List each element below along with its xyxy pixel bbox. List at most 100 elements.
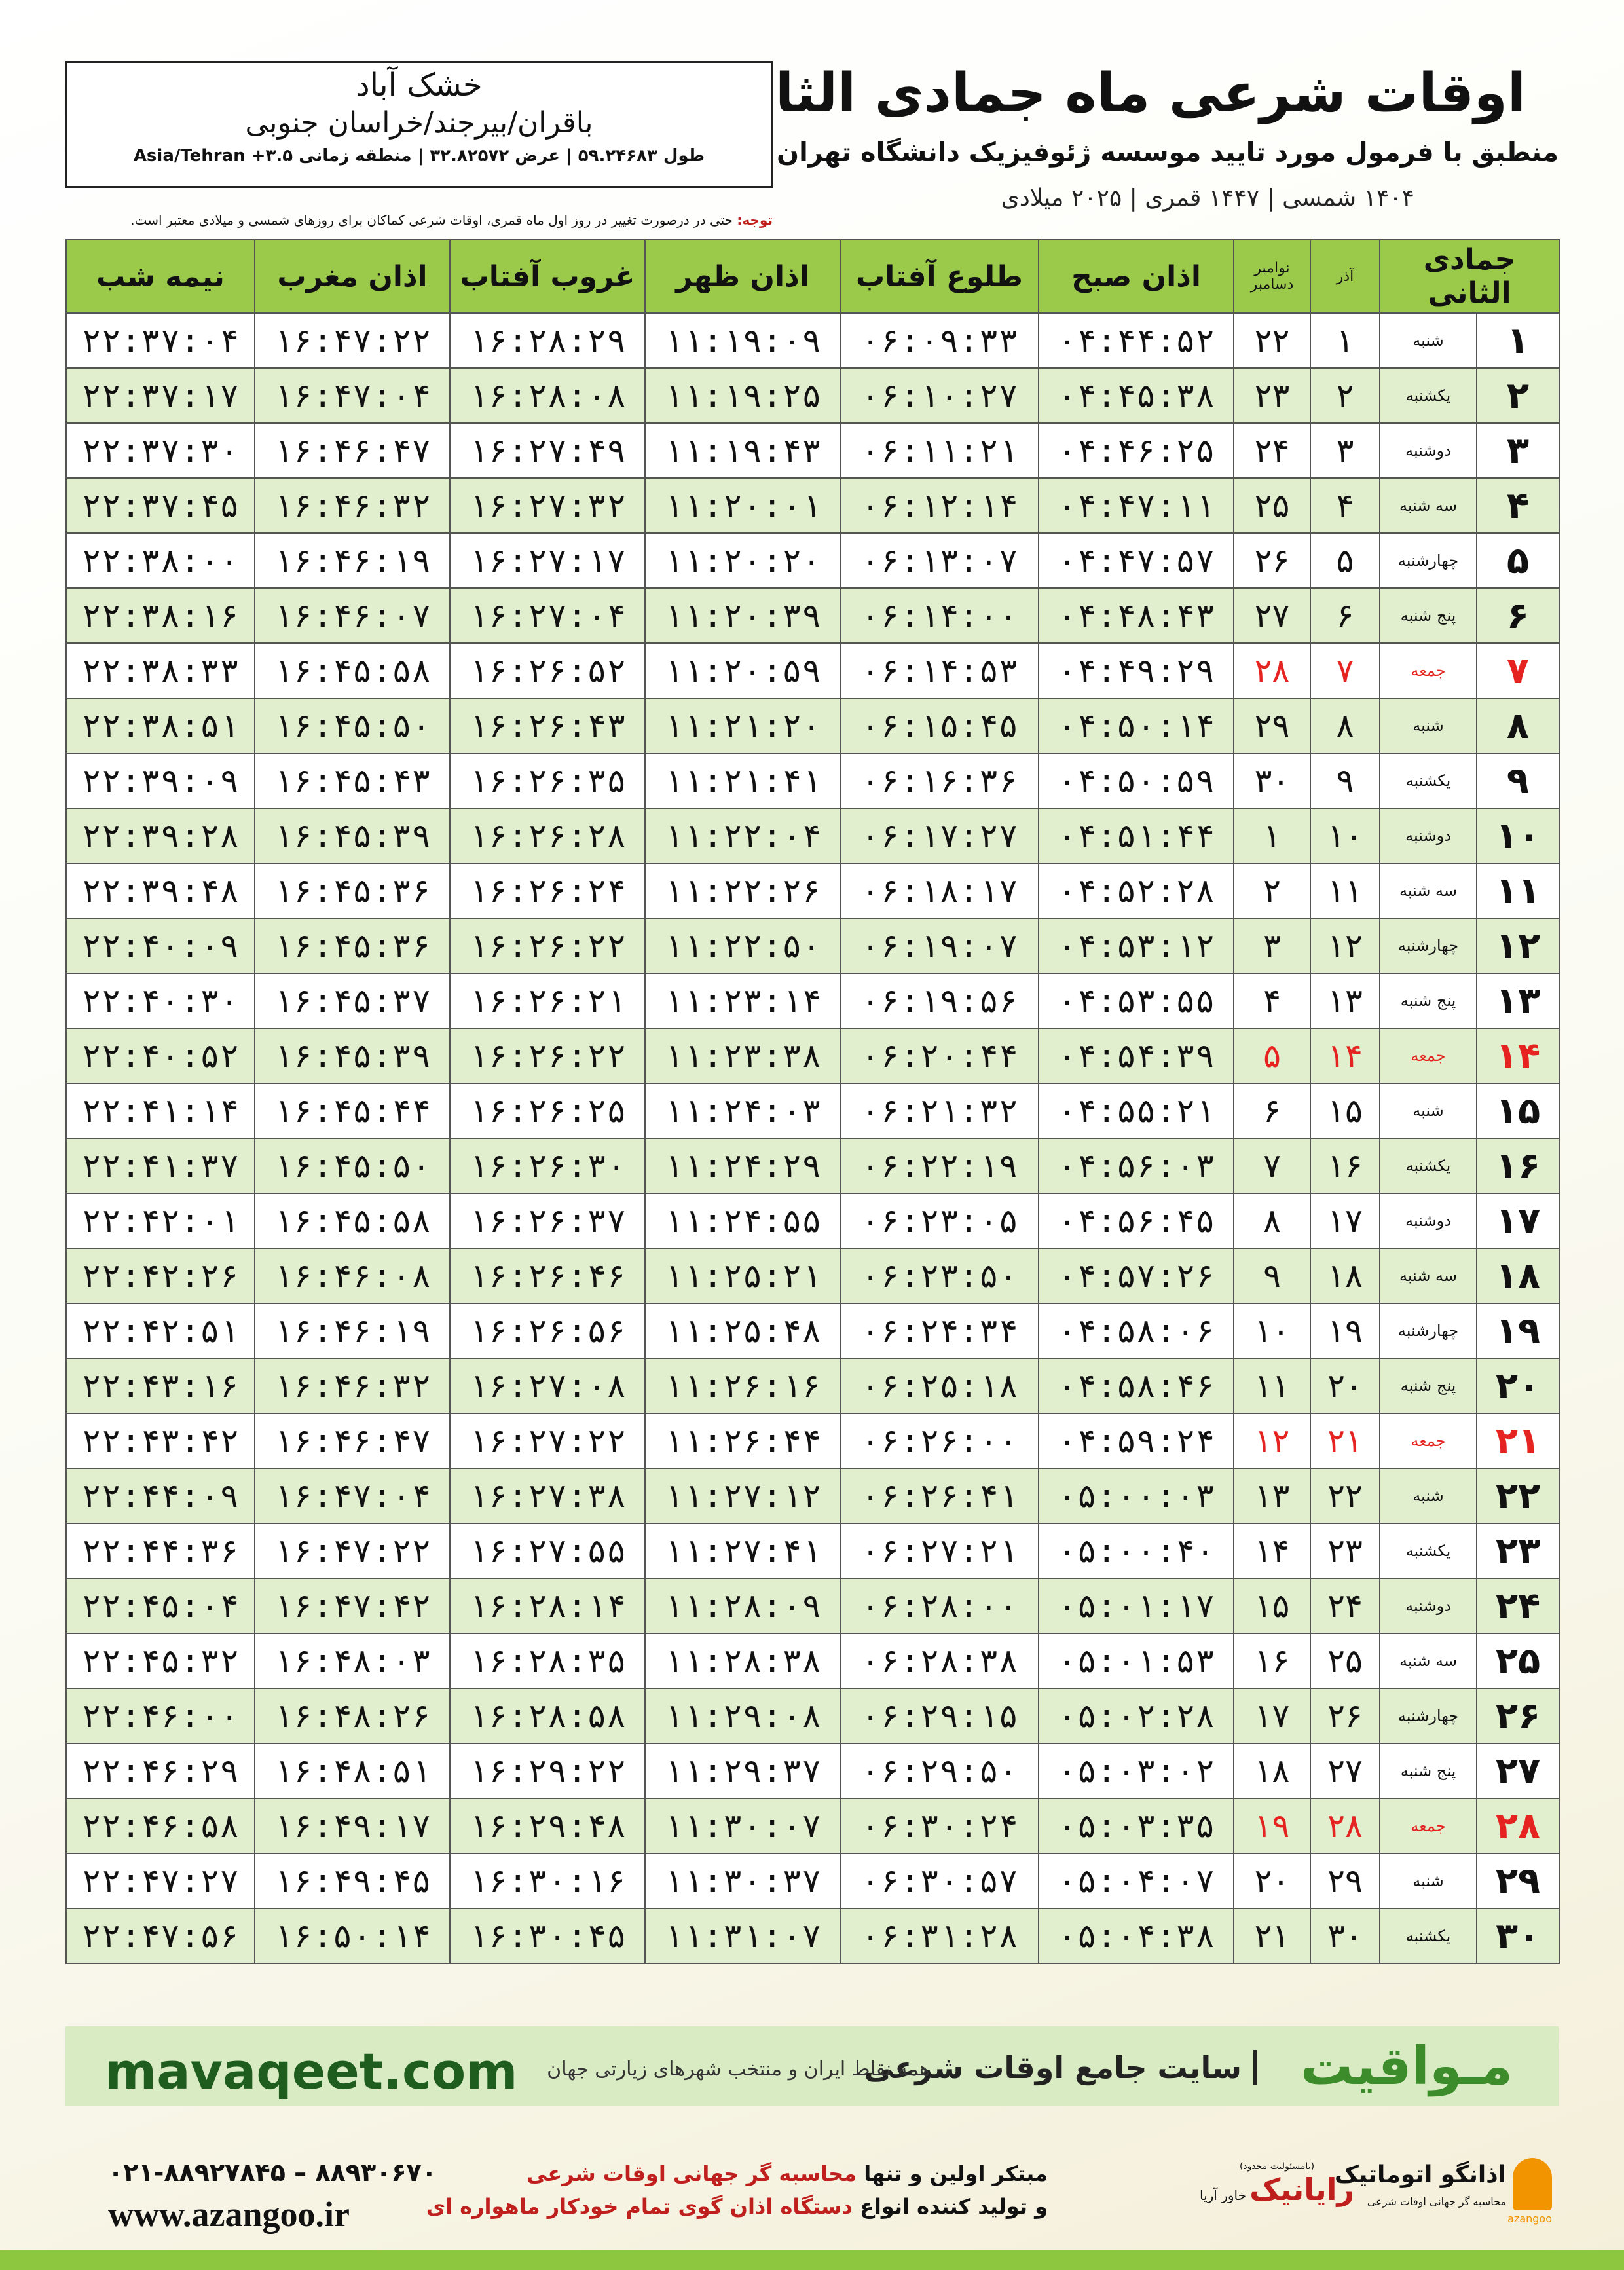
table-cell: ۲۲:۳۹:۰۹ [65,753,255,809]
table-cell: ۱۳ [1310,973,1380,1029]
table-cell: ۱۶:۴۵:۴۴ [254,1083,451,1139]
column-header: نیمه شب [65,239,255,314]
table-cell: ۲۲:۴۶:۰۰ [65,1688,255,1744]
table-cell: ۱۱:۲۲:۵۰ [644,918,841,974]
table-cell: ۲۳ [1476,1523,1560,1579]
table-cell: ۱۸ [1476,1248,1560,1304]
website[interactable]: mavaqeet.com [105,2042,518,2100]
table-cell: ۱۶:۴۵:۵۰ [254,1138,451,1194]
table-cell: ۶ [1310,587,1380,644]
table-cell: ۱۱ [1233,1358,1311,1414]
table-cell: ۱۶:۴۷:۴۲ [254,1578,451,1634]
table-cell: ۰۶:۱۶:۳۶ [840,753,1039,809]
table-cell: ۱۵ [1310,1083,1380,1139]
location-name: خشک آباد [356,67,483,103]
table-cell: ۱۶:۴۶:۴۷ [254,1413,451,1469]
table-cell: ۰۵:۰۴:۰۷ [1038,1853,1234,1909]
table-cell: ۱۶:۴۷:۲۲ [254,312,451,369]
table-cell: ۲۲:۴۶:۲۹ [65,1743,255,1799]
table-cell: ۱۱:۳۱:۰۷ [644,1908,841,1964]
table-cell: ۱۲ [1310,918,1380,974]
table-cell: ۲۲ [1310,1468,1380,1524]
table-cell: ۲۹ [1476,1853,1560,1909]
table-cell: ۰۴:۴۸:۴۳ [1038,587,1234,644]
table-cell: ۱۶:۲۶:۳۷ [449,1193,646,1249]
table-cell: چهارشنبه [1378,532,1478,589]
table-cell: ۱۶:۴۶:۱۹ [254,1303,451,1359]
table-cell: ۲۷ [1233,587,1311,644]
logo-text: رایانیک [1249,2172,1355,2207]
column-header: آذر [1310,239,1380,314]
table-cell: یکشنبه [1378,1523,1478,1579]
table-cell: یکشنبه [1378,753,1478,809]
table-cell: ۲۲:۴۰:۵۲ [65,1028,255,1084]
table-cell: ۲۲:۴۵:۳۲ [65,1633,255,1689]
column-header-line: دسامبر [1250,276,1294,293]
table-cell: ۱۱:۱۹:۴۳ [644,422,841,479]
table-cell: یکشنبه [1378,367,1478,424]
table-cell: ۱۷ [1233,1688,1311,1744]
table-cell: ۰۶:۳۱:۲۸ [840,1908,1039,1964]
table-cell: ۱۶:۴۹:۴۵ [254,1853,451,1909]
table-cell: ۱۲ [1233,1413,1311,1469]
table-cell: ۵ [1233,1028,1311,1084]
table-cell: ۱۶:۲۶:۲۱ [449,973,646,1029]
logo-text: خاور آریا [1199,2187,1246,2203]
website[interactable]: www.azangoo.ir [108,2195,350,2234]
table-cell: ۱۶:۲۷:۳۲ [449,477,646,534]
table-cell: ۱۱:۲۶:۴۴ [644,1413,841,1469]
table-cell: ۰۶:۱۵:۴۵ [840,698,1039,754]
table-cell: ۶ [1233,1083,1311,1139]
table-cell: ۲۰ [1233,1853,1311,1909]
table-cell: ۲۲:۴۲:۰۱ [65,1193,255,1249]
table-cell: ۰۶:۱۸:۱۷ [840,863,1039,919]
table-row: ۷ جمعه ۷ ۲۸ ۰۴:۴۹:۲۹ ۰۶:۱۴:۵۳ ۱۱:۲۰:۵۹ ۱۶:۲۶:۵۲… [65,642,1560,699]
table-cell: ۲۲:۴۲:۵۱ [65,1303,255,1359]
table-cell: ۱۱:۱۹:۰۹ [644,312,841,369]
logo-text: اذانگو اتوماتیک [1334,2161,1506,2188]
table-cell: ۳۰ [1310,1908,1380,1964]
table-cell: ۱۶:۲۸:۰۸ [449,367,646,424]
table-cell: شنبه [1378,1468,1478,1524]
table-cell: ۰۴:۴۹:۲۹ [1038,642,1234,699]
table-row: ۱۳ پنج شنبه ۱۳ ۴ ۰۴:۵۳:۵۵ ۰۶:۱۹:۵۶ ۱۱:۲۳:۱۴ ۱۶:… [65,973,1560,1029]
table-cell: ۱۶:۲۹:۲۲ [449,1743,646,1799]
table-cell: ۱۱:۲۳:۱۴ [644,973,841,1029]
table-cell: ۲۲:۳۷:۰۴ [65,312,255,369]
table-cell: ۱۱:۲۴:۰۳ [644,1083,841,1139]
tagline: مبتکر اولین و تنها محاسبه گر جهانی اوقات… [526,2161,1048,2186]
table-cell: ۱۶:۴۶:۰۷ [254,587,451,644]
table-cell: ۱۴ [1233,1523,1311,1579]
table-cell: ۲۲:۴۲:۲۶ [65,1248,255,1304]
logo-text: (بامسئولیت محدود) [1239,2161,1315,2172]
table-cell: ۰۶:۱۰:۲۷ [840,367,1039,424]
table-cell: ۳ [1476,422,1560,479]
table-cell: ۰۴:۴۵:۳۸ [1038,367,1234,424]
table-row: ۳۰ یکشنبه ۳۰ ۲۱ ۰۵:۰۴:۳۸ ۰۶:۳۱:۲۸ ۱۱:۳۱:۰۷ ۱۶:۳… [65,1908,1560,1964]
table-cell: ۱۵ [1476,1083,1560,1139]
table-cell: ۱ [1233,808,1311,864]
table-cell: ۱۶:۴۶:۱۹ [254,532,451,589]
logo-text: azangoo [1507,2212,1552,2225]
table-row: ۸ شنبه ۸ ۲۹ ۰۴:۵۰:۱۴ ۰۶:۱۵:۴۵ ۱۱:۲۱:۲۰ ۱۶:۲۶:۴۳… [65,698,1560,754]
table-cell: ۲۲:۳۸:۰۰ [65,532,255,589]
slogan: سایت جامع اوقات شرعی [864,2050,1257,2085]
table-cell: ۲۷ [1310,1743,1380,1799]
table-cell: ۲۰ [1476,1358,1560,1414]
table-row: ۲۲ شنبه ۲۲ ۱۳ ۰۵:۰۰:۰۳ ۰۶:۲۶:۴۱ ۱۱:۲۷:۱۲ ۱۶:۲۷:… [65,1468,1560,1524]
column-header-line: نوامبر [1254,260,1290,276]
table-cell: شنبه [1378,1853,1478,1909]
table-cell: سه شنبه [1378,477,1478,534]
table-cell: ۴ [1476,477,1560,534]
table-cell: ۱۶:۴۷:۰۴ [254,1468,451,1524]
column-header: اذان مغرب [254,239,451,314]
table-cell: سه شنبه [1378,1248,1478,1304]
table-cell: ۰۵:۰۱:۱۷ [1038,1578,1234,1634]
table-cell: جمعه [1378,1413,1478,1469]
table-cell: ۱۱:۲۷:۴۱ [644,1523,841,1579]
table-cell: ۰۵:۰۱:۵۳ [1038,1633,1234,1689]
table-cell: ۱۷ [1310,1193,1380,1249]
table-cell: پنج شنبه [1378,587,1478,644]
table-cell: ۱۶:۳۰:۴۵ [449,1908,646,1964]
location-region: باقران/بیرجند/خراسان جنوبی [245,106,593,140]
